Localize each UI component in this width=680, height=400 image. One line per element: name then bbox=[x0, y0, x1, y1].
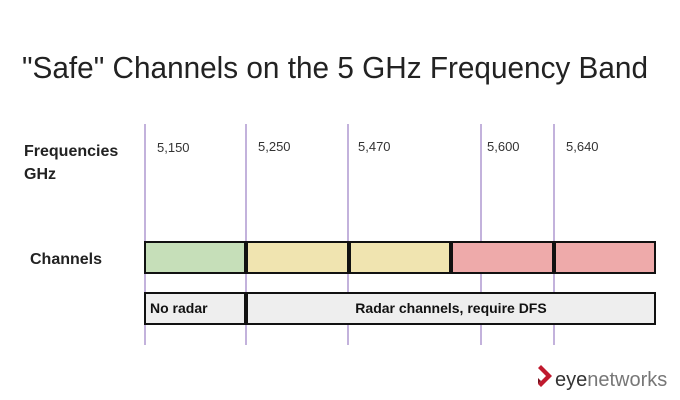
frequency: 5,470 bbox=[358, 139, 391, 154]
logo-part: eye bbox=[555, 369, 587, 391]
channel-boxes bbox=[144, 241, 656, 274]
title: "Safe" Channels on the 5 GHz Frequency B… bbox=[22, 50, 648, 85]
logo: eyenetworks bbox=[538, 365, 667, 391]
row-label: GHz bbox=[24, 166, 56, 183]
row-label: Channels bbox=[30, 251, 102, 268]
row-label: Frequencies bbox=[24, 143, 118, 160]
channel-box bbox=[349, 241, 451, 274]
radar-label: No radar bbox=[150, 300, 208, 316]
radar-boxes: No radar Radar channels, require DFS bbox=[144, 292, 656, 325]
logo-text: eyenetworks bbox=[555, 369, 667, 391]
channel-box bbox=[144, 241, 246, 274]
frequency: 5,600 bbox=[487, 139, 520, 154]
logo-icon bbox=[538, 365, 552, 387]
radar-label: Radar channels, require DFS bbox=[355, 300, 546, 316]
frequency: 5,640 bbox=[566, 139, 599, 154]
frequency: 5,250 bbox=[258, 139, 291, 154]
frequency: 5,150 bbox=[157, 140, 190, 155]
channel-box bbox=[246, 241, 349, 274]
channel-box bbox=[554, 241, 656, 274]
logo-icon bbox=[538, 378, 541, 384]
radar-box bbox=[246, 292, 656, 325]
channel-box bbox=[451, 241, 554, 274]
radar-box bbox=[144, 292, 246, 325]
logo-part: networks bbox=[587, 369, 667, 391]
frequency-values: 5,150 5,250 5,470 5,600 5,640 bbox=[157, 139, 599, 155]
